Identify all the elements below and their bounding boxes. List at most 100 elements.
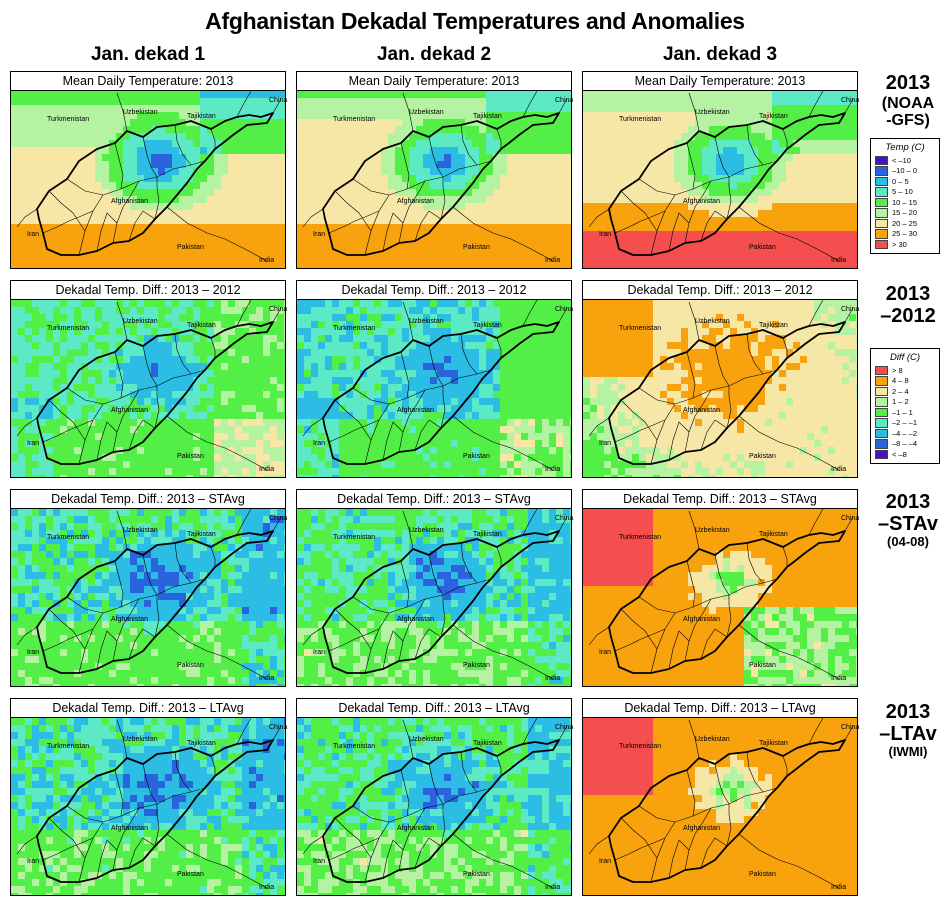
- grid-cell: [514, 307, 522, 315]
- grid-cell: [172, 245, 180, 253]
- grid-cell: [263, 259, 271, 267]
- grid-cell: [402, 377, 410, 385]
- grid-cell: [235, 342, 243, 350]
- grid-cell: [109, 370, 117, 378]
- grid-cell: [444, 182, 452, 190]
- grid-cell: [597, 252, 605, 260]
- grid-cell: [18, 328, 26, 336]
- grid-cell: [249, 370, 257, 378]
- grid-cell: [667, 196, 675, 204]
- grid-cell: [430, 189, 438, 197]
- grid-cell: [81, 238, 89, 246]
- grid-cell: [221, 182, 229, 190]
- grid-cell: [18, 203, 26, 211]
- grid-cell: [486, 112, 494, 120]
- grid-cell: [793, 105, 801, 113]
- grid-cell: [381, 314, 389, 322]
- grid-cell: [821, 105, 829, 113]
- grid-cell: [639, 98, 647, 106]
- grid-cell: [597, 231, 605, 239]
- grid-cell: [604, 245, 612, 253]
- grid-cell: [493, 342, 501, 350]
- grid-cell: [716, 259, 724, 267]
- grid-cell: [249, 405, 257, 413]
- grid-cell: [46, 112, 54, 120]
- grid-cell: [430, 391, 438, 399]
- grid-cell: [416, 112, 424, 120]
- grid-cell: [102, 91, 110, 99]
- grid-cell: [95, 384, 103, 392]
- grid-cell: [639, 210, 647, 218]
- grid-cell: [53, 314, 61, 322]
- grid-cell: [514, 328, 522, 336]
- grid-cell: [297, 210, 305, 218]
- grid-cell: [835, 175, 843, 183]
- grid-cell: [451, 314, 459, 322]
- grid-cell: [507, 105, 515, 113]
- grid-cell: [116, 363, 124, 371]
- grid-cell: [284, 412, 285, 420]
- grid-cell: [416, 342, 424, 350]
- grid-cell: [618, 126, 626, 134]
- grid-cell: [311, 154, 319, 162]
- grid-cell: [367, 98, 375, 106]
- grid-cell: [242, 210, 250, 218]
- grid-cell: [556, 203, 564, 211]
- grid-cell: [772, 175, 780, 183]
- grid-cell: [332, 175, 340, 183]
- grid-cell: [535, 405, 543, 413]
- grid-cell: [339, 300, 347, 308]
- grid-cell: [67, 238, 75, 246]
- grid-cell: [458, 405, 466, 413]
- grid-cell: [270, 182, 278, 190]
- grid-cell: [339, 328, 347, 336]
- grid-cell: [332, 126, 340, 134]
- grid-cell: [472, 321, 480, 329]
- grid-cell: [542, 161, 550, 169]
- grid-cell: [158, 454, 166, 462]
- grid-cell: [256, 335, 264, 343]
- grid-cell: [137, 217, 145, 225]
- grid-cell: [311, 182, 319, 190]
- grid-cell: [158, 398, 166, 406]
- grid-cell: [437, 419, 445, 427]
- grid-cell: [25, 217, 33, 225]
- grid-cell: [653, 133, 661, 141]
- grid-cell: [786, 175, 794, 183]
- grid-cell: [465, 224, 473, 232]
- grid-cell: [521, 210, 529, 218]
- grid-cell: [535, 210, 543, 218]
- grid-cell: [235, 112, 243, 120]
- grid-cell: [46, 147, 54, 155]
- grid-cell: [646, 231, 654, 239]
- grid-cell: [95, 175, 103, 183]
- grid-cell: [165, 147, 173, 155]
- grid-cell: [437, 384, 445, 392]
- grid-cell: [583, 105, 591, 113]
- grid-cell: [723, 105, 731, 113]
- grid-cell: [674, 224, 682, 232]
- grid-cell: [423, 217, 431, 225]
- grid-cell: [353, 126, 361, 134]
- grid-cell: [807, 245, 815, 253]
- grid-cell: [542, 391, 550, 399]
- grid-cell: [807, 210, 815, 218]
- grid-cell: [800, 217, 808, 225]
- grid-cell: [597, 133, 605, 141]
- grid-cell: [765, 266, 773, 268]
- grid-cell: [688, 189, 696, 197]
- grid-cell: [500, 252, 508, 260]
- grid-cell: [674, 217, 682, 225]
- grid-cell: [67, 307, 75, 315]
- grid-cell: [828, 147, 836, 155]
- grid-cell: [214, 328, 222, 336]
- grid-cell: [486, 133, 494, 141]
- grid-cell: [130, 133, 138, 141]
- grid-cell: [458, 384, 466, 392]
- grid-cell: [263, 440, 271, 448]
- grid-cell: [507, 307, 515, 315]
- grid-cell: [249, 224, 257, 232]
- grid-cell: [402, 105, 410, 113]
- grid-cell: [758, 231, 766, 239]
- grid-cell: [549, 314, 557, 322]
